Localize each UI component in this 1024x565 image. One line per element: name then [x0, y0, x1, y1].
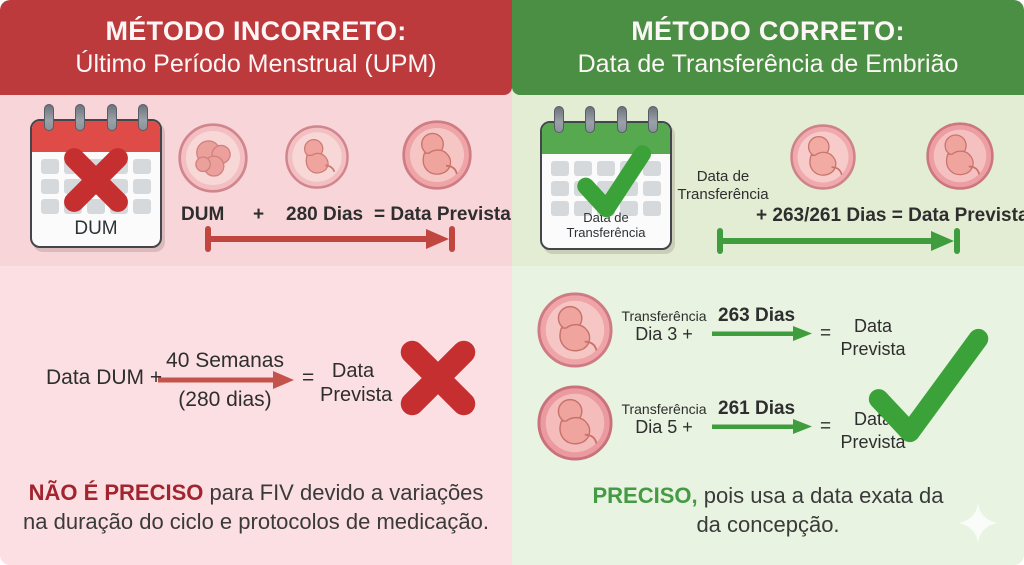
fetus-icon — [926, 122, 994, 190]
right-header-subtitle: Data de Transferência de Embrião — [577, 50, 959, 78]
right-header-title: MÉTODO CORRETO: — [631, 16, 905, 46]
right-header: MÉTODO CORRETO: Data de Transferência de… — [512, 0, 1024, 95]
calendar-rings-icon — [554, 106, 658, 134]
calendar-transfer-label: Data de Transferência — [566, 210, 646, 241]
right-footnote: PRECISO, pois usa a data exata da da con… — [592, 483, 944, 538]
transfer-row-day3: Transferência Dia 3 + 263 Dias = Data Pr… — [530, 292, 906, 380]
fetus-icon — [537, 385, 613, 461]
row-day-label: Dia 3 + — [635, 324, 693, 344]
green-row-arrow-icon — [712, 419, 812, 434]
fetus-icon — [402, 120, 472, 190]
row-result: Data Prevista — [840, 316, 906, 359]
transfer-row-day5: Transferência Dia 5 + 261 Dias = Data Pr… — [530, 385, 906, 473]
fetus-icon — [790, 124, 856, 190]
big-check-mark-icon — [868, 328, 989, 443]
formula-weeks: 40 Semanas — [166, 349, 284, 372]
sparkle-icon — [959, 503, 997, 543]
embryo-early-icon — [285, 125, 349, 189]
left-header-title: MÉTODO INCORRETO: — [105, 16, 407, 46]
row-equals: = — [820, 416, 832, 437]
formula-days: (280 dias) — [178, 388, 272, 411]
formula-lhs: Data DUM + — [46, 366, 163, 389]
left-bottom-panel — [0, 266, 512, 565]
calendar-rings-icon — [44, 104, 148, 132]
row-small-label: Transferência — [621, 401, 707, 417]
row-day-label: Dia 5 + — [635, 417, 693, 437]
red-timeline-arrow-icon — [205, 226, 455, 252]
x-mark-icon — [64, 148, 128, 212]
embryo-morula-icon — [178, 123, 248, 193]
formula-result: Data Prevista — [320, 360, 393, 406]
left-footnote: NÃO É PRECISO para FIV devido a variaçõe… — [23, 480, 489, 535]
timeline-plus: + — [253, 204, 265, 225]
row-duration: 261 Dias — [718, 398, 796, 419]
formula-equals: = — [302, 366, 315, 389]
check-mark-icon — [577, 145, 652, 218]
row-duration: 263 Dias — [718, 305, 796, 326]
left-header: MÉTODO INCORRETO: Último Período Menstru… — [0, 0, 512, 95]
timeline-result: = Data Prevista — [374, 204, 511, 225]
left-header-subtitle: Último Período Menstrual (UPM) — [75, 50, 437, 78]
timeline-transfer-label: Data de Transferência — [677, 168, 769, 203]
row-small-label: Transferência — [621, 308, 707, 324]
timeline-right-formula: + 263/261 Dias = Data Prevista — [756, 205, 1024, 226]
red-formula-arrow-icon — [158, 371, 294, 389]
right-footnote-highlight: PRECISO, — [592, 483, 698, 508]
timeline-dum-label: DUM — [181, 204, 225, 225]
big-x-mark-icon — [400, 340, 476, 416]
fetus-icon — [537, 292, 613, 368]
timeline-duration: 280 Dias — [286, 204, 364, 225]
green-timeline-arrow-icon — [717, 228, 960, 254]
left-footnote-highlight: NÃO É PRECISO — [28, 480, 204, 505]
row-equals: = — [820, 323, 832, 344]
calendar-dum-icon: DUM — [30, 104, 162, 248]
green-row-arrow-icon — [712, 326, 812, 341]
calendar-transfer-icon: Data de Transferência — [540, 106, 672, 250]
calendar-dum-label: DUM — [74, 218, 118, 239]
